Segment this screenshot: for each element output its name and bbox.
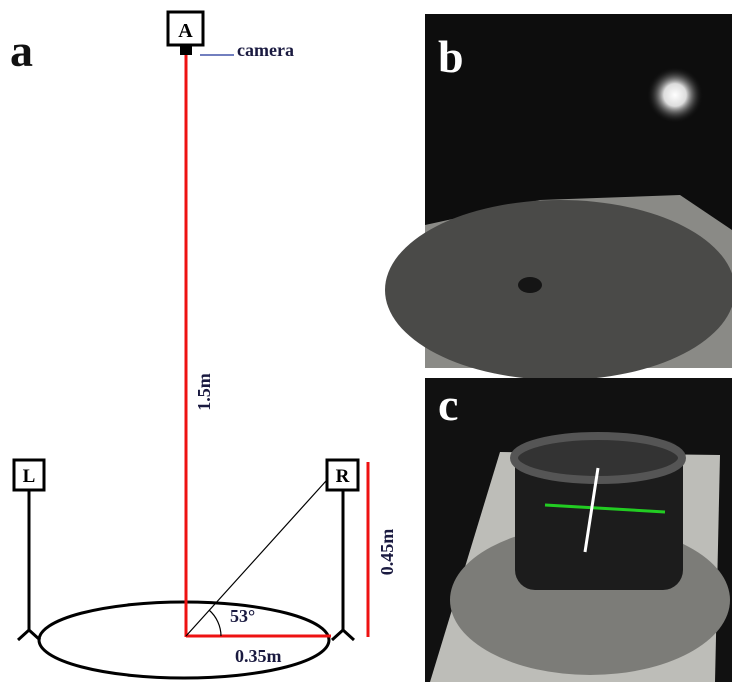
camera-icon [180, 45, 192, 55]
panel-b: b [385, 14, 732, 380]
arena [37, 600, 331, 680]
light-box [325, 458, 360, 492]
height-label: 1.5m [194, 373, 214, 411]
light-box-label: L [23, 466, 36, 487]
animal [518, 277, 542, 293]
panel-a: a A camera 1.5m 53° 0.35m L R 0.45m [10, 10, 397, 680]
arena [385, 200, 732, 380]
panel-label: b [438, 31, 464, 82]
ring-top [510, 432, 686, 484]
light-foot [16, 627, 42, 642]
angle-line [185, 480, 327, 637]
panel-label: a [10, 25, 33, 76]
radius-label: 0.35m [235, 646, 282, 666]
angle-arc [208, 609, 222, 637]
pole-label: 0.45m [377, 529, 397, 576]
camera-box-label: A [178, 20, 193, 42]
light-box-label: R [336, 466, 350, 487]
angle-label: 53° [230, 606, 255, 626]
arrow-white [583, 467, 600, 553]
camera-label: camera [237, 40, 294, 60]
lamp [647, 67, 703, 123]
arrow-green [544, 503, 666, 514]
light-foot [330, 627, 356, 642]
panel-label: c [438, 379, 458, 430]
panel-c: c [425, 378, 732, 682]
